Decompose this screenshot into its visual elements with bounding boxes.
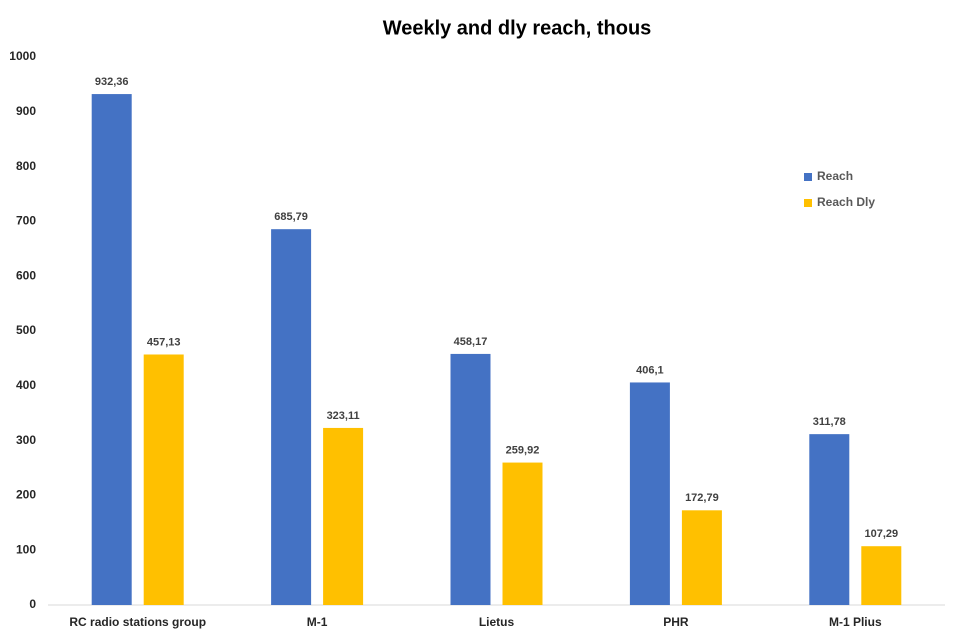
legend-swatch bbox=[804, 199, 812, 207]
value-label: 107,29 bbox=[864, 528, 898, 540]
y-tick-label: 300 bbox=[16, 433, 36, 447]
value-label: 406,1 bbox=[636, 364, 664, 376]
x-tick-label: PHR bbox=[663, 615, 689, 629]
y-tick-label: 700 bbox=[16, 214, 36, 228]
chart-title: Weekly and dly reach, thous bbox=[383, 17, 652, 39]
y-tick-label: 900 bbox=[16, 104, 36, 118]
bar bbox=[861, 546, 902, 605]
legend-label: Reach Dly bbox=[817, 195, 875, 209]
bar bbox=[323, 427, 364, 605]
bar bbox=[681, 510, 722, 605]
x-tick-label: Lietus bbox=[479, 615, 515, 629]
value-label: 172,79 bbox=[685, 492, 719, 504]
y-tick-label: 200 bbox=[16, 488, 36, 502]
bar bbox=[450, 353, 491, 605]
y-tick-label: 500 bbox=[16, 323, 36, 337]
value-label: 932,36 bbox=[95, 76, 129, 88]
value-label: 311,78 bbox=[813, 416, 846, 428]
bar bbox=[629, 382, 670, 605]
value-label: 458,17 bbox=[454, 336, 488, 348]
legend-label: Reach bbox=[817, 169, 853, 183]
bar bbox=[91, 94, 132, 606]
value-label: 457,13 bbox=[147, 336, 181, 348]
bar bbox=[271, 229, 312, 605]
value-label: 259,92 bbox=[506, 444, 540, 456]
value-label: 685,79 bbox=[274, 211, 308, 223]
y-tick-label: 100 bbox=[16, 542, 36, 556]
bar bbox=[809, 434, 850, 605]
value-label: 323,11 bbox=[327, 410, 360, 422]
x-tick-label: RC radio stations group bbox=[69, 615, 206, 629]
y-tick-label: 600 bbox=[16, 268, 36, 282]
x-tick-label: M-1 bbox=[307, 615, 328, 629]
x-tick-label: M-1 Plius bbox=[829, 615, 882, 629]
bar bbox=[502, 462, 543, 605]
legend-swatch bbox=[804, 173, 812, 181]
bar bbox=[143, 354, 184, 605]
y-tick-label: 800 bbox=[16, 159, 36, 173]
y-tick-label: 0 bbox=[29, 597, 36, 611]
y-tick-label: 1000 bbox=[9, 49, 36, 63]
y-tick-label: 400 bbox=[16, 378, 36, 392]
